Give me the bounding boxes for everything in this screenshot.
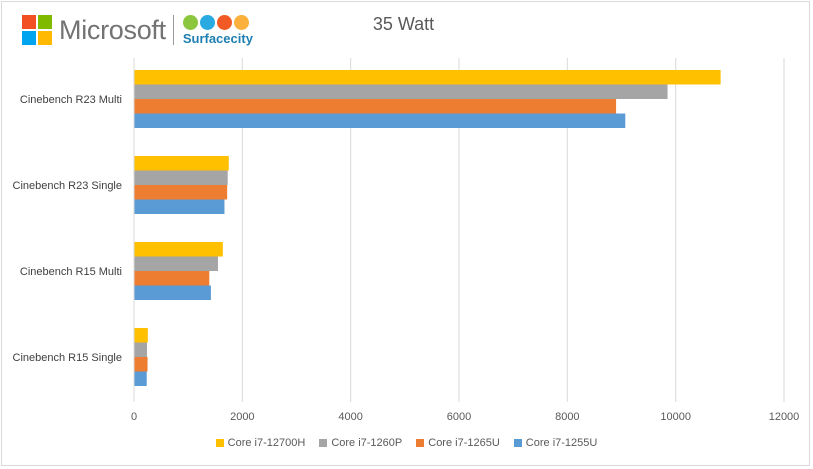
- category-label: Cinebench R23 Multi: [20, 94, 122, 106]
- x-tick-label: 0: [131, 411, 137, 423]
- legend-swatch: [215, 439, 224, 447]
- bar: [134, 285, 211, 300]
- logo-divider: [172, 15, 174, 45]
- bar: [134, 271, 210, 286]
- bar: [134, 242, 223, 257]
- bar: [134, 170, 228, 185]
- bar: [134, 70, 721, 85]
- bar: [134, 199, 225, 214]
- bar: [134, 357, 148, 372]
- legend-swatch: [416, 439, 425, 447]
- legend-label: Core i7-1260P: [331, 437, 403, 449]
- bar: [134, 185, 228, 200]
- x-tick-label: 10000: [660, 411, 691, 423]
- legend-label: Core i7-1255U: [525, 437, 598, 449]
- bar: [134, 342, 147, 357]
- legend-swatch: [513, 439, 522, 447]
- chart-title: 35 Watt: [372, 14, 435, 34]
- legend-item: Core i7-1255U: [513, 437, 598, 449]
- x-tick-label: 8000: [555, 411, 579, 423]
- logo-group: Microsoft Surfacecity: [22, 13, 253, 47]
- category-label: Cinebench R15 Multi: [20, 266, 122, 278]
- bar: [134, 371, 147, 386]
- x-tick-label: 4000: [338, 411, 362, 423]
- bar: [134, 99, 617, 114]
- bar: [134, 256, 218, 271]
- legend-swatch: [319, 439, 328, 447]
- legend-item: Core i7-12700H: [215, 437, 306, 449]
- x-tick-label: 2000: [230, 411, 254, 423]
- microsoft-wordmark: Microsoft: [59, 15, 166, 45]
- surfacecity-dots-icon: [182, 14, 253, 30]
- microsoft-logo-icon: [22, 15, 52, 45]
- bar: [134, 113, 626, 128]
- bar: [134, 156, 229, 171]
- surfacecity-wordmark: Surfacecity: [182, 30, 253, 46]
- bar: [134, 84, 668, 99]
- x-tick-label: 6000: [447, 411, 471, 423]
- legend-label: Core i7-1265U: [428, 437, 500, 449]
- bar: [134, 328, 148, 343]
- surfacecity-logo: Surfacecity: [182, 14, 253, 46]
- category-label: Cinebench R23 Single: [13, 180, 122, 192]
- legend-item: Core i7-1260P: [319, 437, 402, 449]
- legend-item: Core i7-1265U: [416, 437, 500, 449]
- x-tick-label: 12000: [769, 411, 800, 423]
- legend-label: Core i7-12700H: [227, 437, 306, 449]
- chart-title-wrap: 35 Watt: [0, 14, 813, 35]
- chart-legend: Core i7-12700H Core i7-1260P Core i7-1265U…: [0, 437, 813, 449]
- category-label: Cinebench R15 Single: [13, 352, 122, 364]
